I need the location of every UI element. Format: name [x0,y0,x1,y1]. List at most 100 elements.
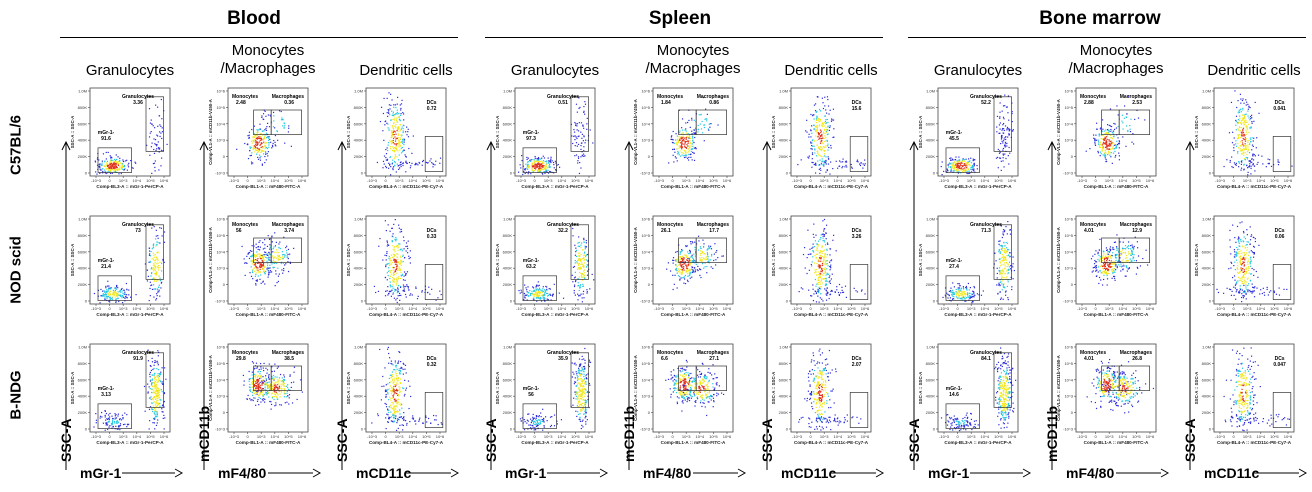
plot-frame [227,215,309,305]
event-dot [117,162,119,164]
event-dot [398,416,400,418]
event-dot [819,164,821,166]
event-dot [412,417,415,419]
event-dot [152,368,154,371]
event-dot [393,158,395,160]
event-dot [146,144,148,146]
event-dot [157,373,159,375]
event-dot [393,254,396,256]
event-dot [251,383,253,385]
event-dot [417,164,419,166]
event-dot [686,255,688,258]
event-dot [825,299,828,301]
event-dot [300,379,302,381]
event-dot [109,294,111,297]
event-dot [255,266,257,268]
event-dot [393,421,396,423]
event-dot [286,245,288,247]
event-dot [389,404,391,406]
event-dot [156,422,158,424]
event-dot [390,269,392,272]
event-dot [389,277,391,280]
event-dot [400,255,402,257]
event-dot [265,145,267,147]
event-dot [677,141,679,143]
event-dot [269,271,271,273]
event-dot [257,151,260,153]
event-dot [392,396,394,398]
event-dot [281,388,283,390]
event-dot [397,380,399,382]
event-dot [255,385,258,387]
event-dot [396,402,398,405]
event-dot [406,284,408,286]
event-dot [245,262,247,264]
event-dot [549,170,551,173]
event-dot [583,265,585,267]
event-dot [672,139,674,141]
event-dot [268,136,270,138]
event-dot [253,245,255,247]
event-dot [120,419,123,421]
event-dot [157,404,160,406]
event-dot [542,160,545,162]
event-dot [289,374,291,376]
event-dot [107,280,109,282]
event-dot [264,272,266,274]
y-tick-label: 10^5 [216,105,225,110]
event-dot [539,164,542,166]
event-dot [536,294,538,296]
event-dot [158,378,160,380]
event-dot [392,292,395,294]
event-dot [256,129,258,131]
event-dot [395,269,397,271]
event-dot [548,160,550,162]
event-dot [818,132,821,135]
event-dot [260,258,262,260]
event-dot [160,98,162,101]
event-dot [161,281,163,283]
event-dot [392,167,394,169]
event-dot [821,158,823,160]
event-dot [820,134,823,136]
event-dot [100,288,102,291]
event-dot [574,155,576,157]
event-dot [399,231,401,233]
event-dot [151,361,154,363]
event-dot [400,260,402,262]
event-dot [252,261,254,263]
event-dot [710,248,713,250]
event-dot [826,254,828,256]
event-dot [553,283,555,285]
event-dot [108,417,110,419]
event-dot [158,131,161,133]
event-dot [812,251,815,253]
event-dot [259,139,261,141]
event-dot [156,257,158,259]
event-dot [820,135,822,137]
event-dot [577,293,579,295]
event-dot [271,235,273,237]
x-tick-label: 10^3 [257,434,266,439]
event-dot [122,163,124,165]
event-dot [825,159,827,162]
event-dot [680,135,682,138]
event-dot [692,270,694,273]
event-dot [690,271,692,273]
event-dot [98,166,100,168]
x-tick-label: 10^5 [284,306,293,311]
event-dot [392,159,394,161]
event-dot [149,295,151,297]
event-dot [157,141,159,143]
event-dot [396,264,398,266]
event-dot [253,146,255,148]
event-dot [580,148,582,151]
event-dot [689,277,691,279]
event-dot [159,405,161,407]
event-dot [259,246,261,248]
event-dot [393,410,395,412]
event-dot [813,236,815,238]
event-dot [693,129,696,131]
event-dot [155,361,157,363]
event-dot [698,114,700,116]
